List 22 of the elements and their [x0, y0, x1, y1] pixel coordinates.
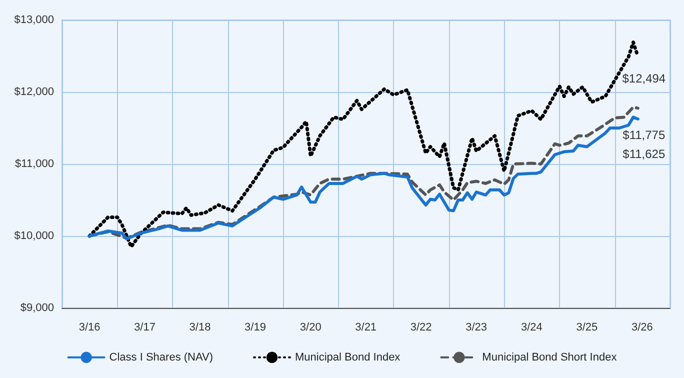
x-tick-label: 3/22 [410, 322, 432, 334]
y-tick-label: $12,000 [14, 86, 54, 98]
legend-label: Class I Shares (NAV) [109, 351, 214, 364]
legend-label: Municipal Bond Short Index [482, 351, 618, 364]
x-tick-label: 3/24 [520, 322, 542, 334]
y-tick-label: $11,000 [15, 158, 54, 170]
x-tick-label: 3/23 [466, 322, 488, 334]
x-tick-label: 3/20 [300, 322, 322, 334]
x-tick-label: 3/18 [189, 322, 211, 334]
legend-label: Municipal Bond Index [295, 351, 401, 364]
annotation: $11,625 [622, 147, 666, 161]
y-tick-label: $10,000 [14, 230, 54, 242]
annotation: $11,775 [622, 128, 666, 142]
x-tick-label: 3/25 [576, 322, 598, 334]
annotation: $12,494 [622, 71, 666, 86]
y-tick-label: $9,000 [20, 302, 54, 314]
x-tick-label: 3/19 [244, 322, 266, 334]
y-tick-label: $13,000 [14, 14, 54, 26]
x-tick-label: 3/16 [78, 322, 100, 334]
x-tick-label: 3/21 [355, 322, 377, 334]
x-tick-label: 3/17 [134, 322, 156, 334]
x-tick-label: 3/26 [631, 322, 653, 334]
